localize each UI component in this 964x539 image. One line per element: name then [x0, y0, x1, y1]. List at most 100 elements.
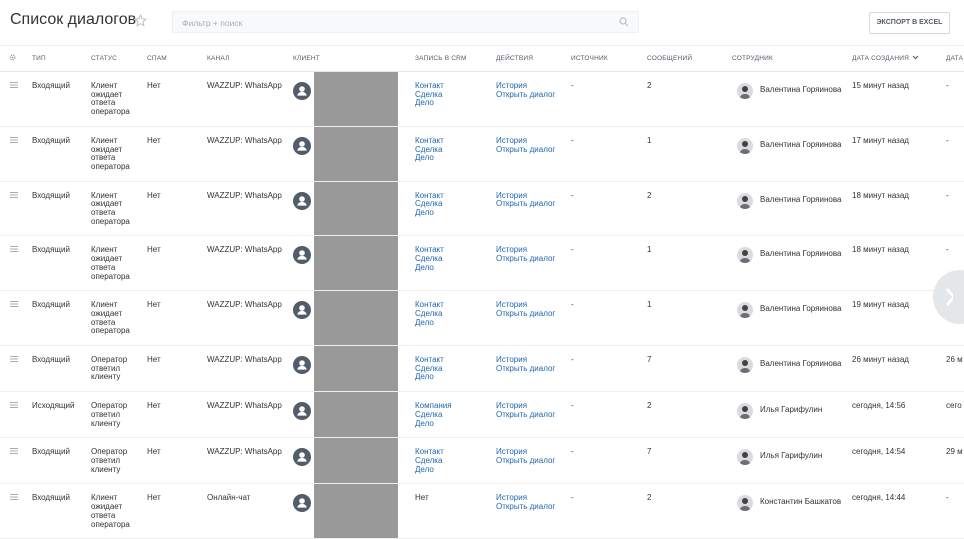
- client-redacted: [314, 126, 398, 181]
- action-link[interactable]: История: [496, 300, 528, 310]
- crm-link[interactable]: Сделка: [415, 254, 443, 264]
- crm-link[interactable]: Сделка: [415, 363, 443, 373]
- column-header[interactable]: СООБЩЕНИЙ: [643, 45, 728, 72]
- crm-link[interactable]: Сделка: [415, 409, 443, 419]
- crm-link[interactable]: Контакт: [415, 190, 444, 200]
- crm-link[interactable]: Сделка: [415, 199, 443, 209]
- action-link[interactable]: Открыть диалог: [496, 144, 556, 154]
- crm-link[interactable]: Сделка: [415, 89, 443, 99]
- crm-link[interactable]: Контакт: [415, 81, 444, 90]
- settings-cell[interactable]: [0, 45, 28, 72]
- row-menu[interactable]: [0, 437, 28, 485]
- type-cell: Входящий: [28, 71, 87, 127]
- crm-link[interactable]: Компания: [415, 401, 452, 411]
- client-cell: [289, 181, 411, 237]
- crm-link[interactable]: Дело: [415, 464, 434, 474]
- action-link[interactable]: История: [496, 355, 528, 365]
- client-avatar: [293, 136, 311, 155]
- scroll-right[interactable]: [933, 270, 964, 324]
- favorite-star[interactable]: [134, 14, 147, 27]
- crm-link[interactable]: Контакт: [415, 245, 444, 255]
- client-cell: [289, 235, 411, 292]
- row-menu[interactable]: [0, 181, 28, 237]
- column-header[interactable]: КАНАЛ: [203, 45, 289, 72]
- search-input[interactable]: Фильтр + поиск: [172, 11, 639, 33]
- row-menu[interactable]: [0, 235, 28, 292]
- client-cell: [289, 126, 411, 182]
- crm-link[interactable]: Дело: [415, 418, 434, 428]
- client-redacted: [314, 181, 398, 235]
- column-header[interactable]: СОТРУДНИК: [728, 45, 848, 72]
- action-link[interactable]: История: [496, 493, 528, 503]
- crm-link[interactable]: Контакт: [415, 300, 444, 310]
- action-link[interactable]: Открыть диалог: [496, 455, 556, 465]
- crm-link[interactable]: Сделка: [415, 144, 443, 154]
- messages-cell: 1: [643, 235, 728, 292]
- action-link[interactable]: История: [496, 81, 528, 90]
- spam-cell: Нет: [143, 437, 203, 485]
- column-header[interactable]: СПАМ: [143, 45, 203, 72]
- crm-link[interactable]: Дело: [415, 317, 434, 327]
- source-cell: -: [567, 391, 643, 439]
- employee-name: Валентина Горяинова: [760, 139, 842, 149]
- crm-link[interactable]: Дело: [415, 372, 434, 382]
- column-header[interactable]: ЗАПИСЬ В CRM: [411, 45, 492, 72]
- crm-link[interactable]: Дело: [415, 208, 434, 218]
- column-header[interactable]: ТИП: [28, 45, 87, 72]
- action-link[interactable]: Открыть диалог: [496, 89, 556, 99]
- last-date-cell: -: [942, 483, 964, 539]
- column-header[interactable]: СТАТУС: [87, 45, 143, 72]
- column-title: ЗАПИСЬ В CRM: [415, 55, 467, 62]
- row-menu[interactable]: [0, 483, 28, 539]
- created-cell: 26 минут назад: [848, 345, 942, 393]
- action-link[interactable]: История: [496, 245, 528, 255]
- spam-cell: Нет: [143, 181, 203, 237]
- row-menu[interactable]: [0, 391, 28, 439]
- action-link[interactable]: История: [496, 401, 528, 411]
- crm-link[interactable]: Дело: [415, 98, 434, 108]
- crm-link[interactable]: Дело: [415, 153, 434, 163]
- column-header[interactable]: ДЕЙСТВИЯ: [492, 45, 567, 72]
- action-link[interactable]: История: [496, 190, 528, 200]
- crm-link[interactable]: Контакт: [415, 447, 444, 457]
- row-menu[interactable]: [0, 71, 28, 127]
- client-redacted: [314, 236, 398, 290]
- action-link[interactable]: Открыть диалог: [496, 254, 556, 264]
- export-button[interactable]: ЭКСПОРТ В EXCEL: [869, 12, 950, 34]
- action-link[interactable]: Открыть диалог: [496, 409, 556, 419]
- column-header[interactable]: ИСТОЧНИК: [567, 45, 643, 72]
- created-cell: сегодня, 14:56: [848, 391, 942, 439]
- actions-cell: История Открыть диалог: [492, 345, 567, 393]
- client-redacted: [314, 346, 398, 391]
- row-menu[interactable]: [0, 290, 28, 347]
- crm-cell: Контакт Сделка Дело: [411, 290, 492, 347]
- status-cell: Оператор ответил клиенту: [87, 437, 143, 485]
- column-header[interactable]: ДАТА: [942, 45, 964, 72]
- crm-link[interactable]: Сделка: [415, 455, 443, 465]
- crm-link[interactable]: Сделка: [415, 308, 443, 318]
- column-header[interactable]: КЛИЕНТ: [289, 45, 411, 72]
- action-link[interactable]: Открыть диалог: [496, 199, 556, 209]
- crm-cell: Компания Сделка Дело: [411, 391, 492, 439]
- column-header[interactable]: ДАТА СОЗДАНИЯ: [848, 45, 942, 72]
- action-link[interactable]: Открыть диалог: [496, 308, 556, 318]
- crm-link[interactable]: Контакт: [415, 355, 444, 365]
- action-link[interactable]: Открыть диалог: [496, 363, 556, 373]
- messages-cell: 2: [643, 483, 728, 539]
- search-icon[interactable]: [619, 17, 629, 27]
- search-placeholder: Фильтр + поиск: [182, 18, 243, 28]
- employee-cell: Валентина Горяинова: [728, 181, 848, 237]
- action-link[interactable]: История: [496, 447, 528, 457]
- status-cell: Клиент ожидает ответа оператора: [87, 483, 143, 539]
- row-menu[interactable]: [0, 126, 28, 182]
- dialog-row: Входящий Оператор ответил клиенту Нет WAZZU…: [0, 345, 964, 393]
- row-menu[interactable]: [0, 345, 28, 393]
- employee-avatar: [737, 192, 753, 209]
- employee-avatar: [737, 403, 753, 420]
- crm-link[interactable]: Контакт: [415, 135, 444, 145]
- client-redacted: [314, 484, 398, 538]
- action-link[interactable]: Открыть диалог: [496, 502, 556, 512]
- crm-link[interactable]: Дело: [415, 262, 434, 272]
- status-cell: Оператор ответил клиенту: [87, 391, 143, 439]
- action-link[interactable]: История: [496, 135, 528, 145]
